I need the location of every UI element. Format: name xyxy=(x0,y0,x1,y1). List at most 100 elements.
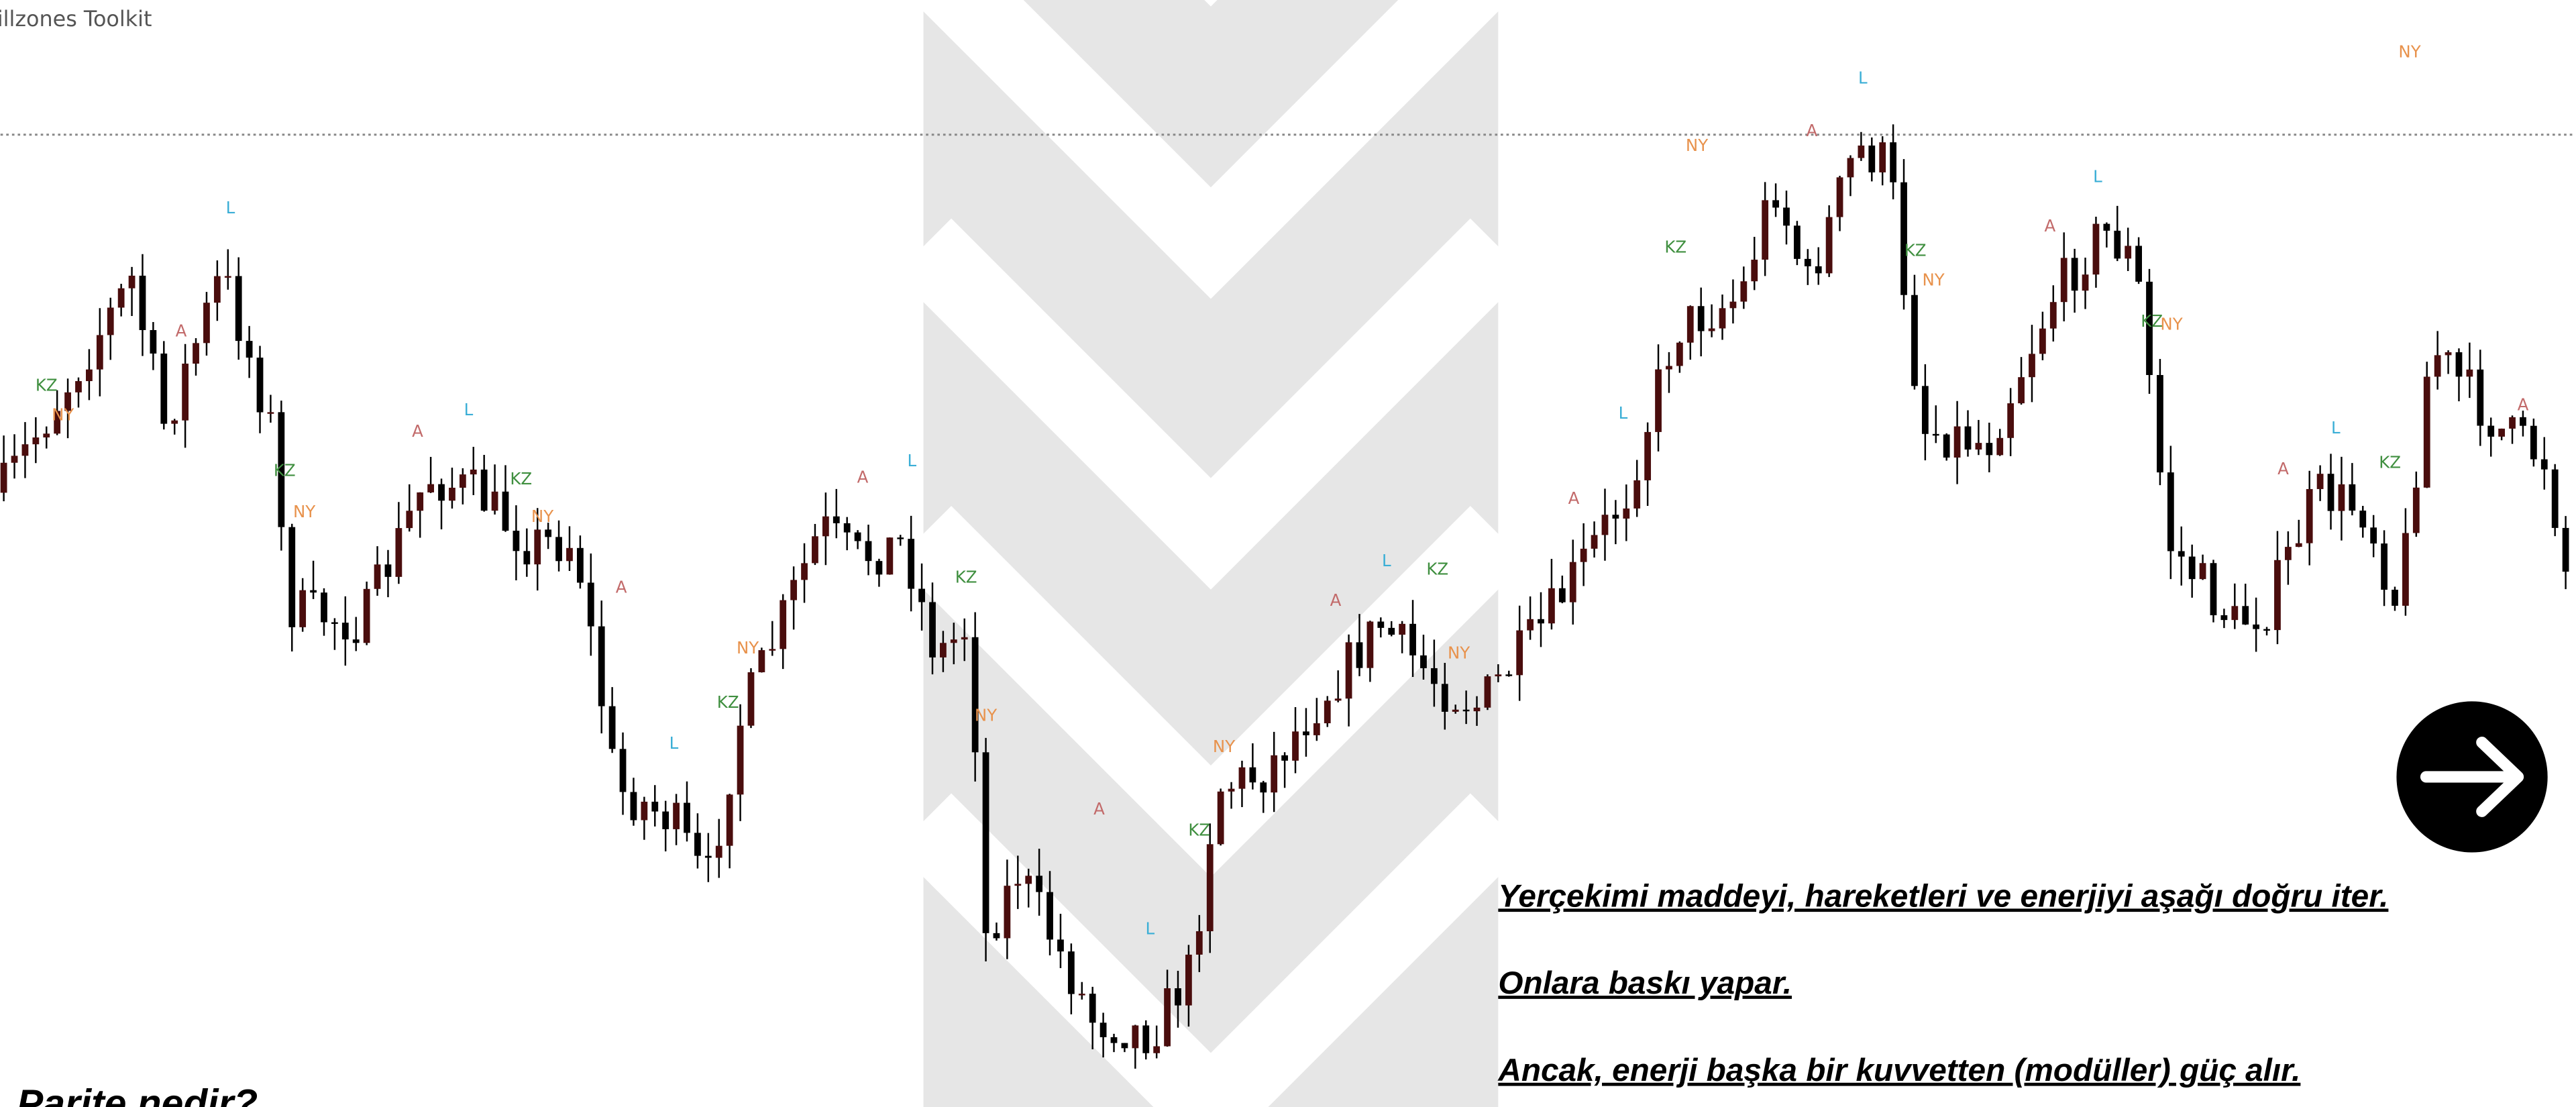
candle-body xyxy=(43,433,50,437)
session-marker: NY xyxy=(1213,737,1235,756)
candle-body xyxy=(2317,474,2324,489)
candle-body xyxy=(2563,528,2569,572)
candle-body xyxy=(2135,246,2142,281)
candle-body xyxy=(790,580,797,600)
candle-body xyxy=(1004,886,1010,938)
session-marker: KZ xyxy=(2141,311,2163,331)
session-marker: KZ xyxy=(955,568,977,587)
candle-body xyxy=(1324,700,1331,723)
candle-body xyxy=(1954,427,1961,458)
candle-body xyxy=(2082,274,2089,291)
candle-body xyxy=(2210,563,2217,615)
candle-body xyxy=(1644,432,1651,480)
session-marker: NY xyxy=(1922,270,1944,290)
candle-body xyxy=(1516,631,1523,676)
candle-body xyxy=(2093,224,2100,275)
candle-body xyxy=(1805,259,1811,266)
session-marker: L xyxy=(464,400,474,419)
session-marker: L xyxy=(1382,551,1391,570)
candle-body xyxy=(1687,306,1694,342)
candle-body xyxy=(1591,535,1598,548)
screenshot: LAKZNYKZNYALKZNYALKZNYALKZNYALKZNYALKZNY… xyxy=(0,0,2576,1107)
candle-body xyxy=(160,354,167,424)
candle-body xyxy=(268,412,274,413)
candle-body xyxy=(2007,403,2014,438)
candle-body xyxy=(2498,429,2505,437)
candle-body xyxy=(1676,343,1683,366)
candle-body xyxy=(727,794,733,845)
session-marker: NY xyxy=(1448,643,1470,662)
candle-body xyxy=(2167,472,2174,551)
session-marker: KZ xyxy=(274,461,296,480)
candle-body xyxy=(417,492,423,511)
candle-body xyxy=(2339,484,2345,511)
candle-body xyxy=(1367,621,1374,668)
candle-body xyxy=(588,582,594,626)
candle-body xyxy=(1794,225,1801,259)
session-marker: KZ xyxy=(717,692,739,712)
candle-body xyxy=(2370,527,2377,543)
session-marker: L xyxy=(1146,919,1155,939)
session-marker: NY xyxy=(737,638,759,657)
candle-body xyxy=(1612,515,1619,519)
session-marker: KZ xyxy=(36,375,58,394)
session-marker: A xyxy=(1330,590,1342,610)
session-marker: A xyxy=(2277,459,2289,478)
candle-body xyxy=(1527,619,1534,631)
candle-body xyxy=(1111,1037,1118,1043)
session-marker: NY xyxy=(975,705,997,725)
session-marker: KZ xyxy=(1904,241,1927,260)
session-marker: NY xyxy=(1686,136,1708,155)
candle-body xyxy=(694,833,701,855)
candle-body xyxy=(2103,224,2110,231)
candle-body xyxy=(438,484,445,501)
candle-body xyxy=(214,276,221,303)
candle-body xyxy=(1890,142,1896,182)
candle-body xyxy=(1570,562,1576,602)
candle-body xyxy=(1313,723,1320,735)
candle-body xyxy=(1249,768,1256,782)
candle-body xyxy=(1185,955,1192,1006)
session-marker: A xyxy=(1807,121,1818,140)
candle-body xyxy=(1826,217,1833,274)
paragraph-line: Yerçekimi maddeyi, hareketleri ve enerji… xyxy=(1498,878,2388,914)
candle-body xyxy=(1132,1025,1138,1048)
candle-body xyxy=(1036,876,1042,892)
candle-body xyxy=(171,421,178,424)
session-marker: L xyxy=(226,198,235,217)
candle-body xyxy=(257,358,264,412)
candle-body xyxy=(961,637,968,639)
candle-body xyxy=(2114,231,2121,259)
candle-body xyxy=(2509,417,2516,429)
candle-body xyxy=(1762,200,1768,260)
session-marker: A xyxy=(1093,799,1105,819)
candle-body xyxy=(97,335,103,369)
session-marker: KZ xyxy=(1664,238,1686,257)
candle-body xyxy=(2274,560,2281,630)
next-button[interactable] xyxy=(2396,701,2547,852)
candle-body xyxy=(427,484,434,492)
candle-body xyxy=(2285,547,2292,560)
candle-body xyxy=(246,341,253,358)
candle-body xyxy=(2359,511,2366,527)
candle-body xyxy=(235,276,242,341)
candle-body xyxy=(460,474,466,488)
candle-body xyxy=(2349,484,2355,511)
candle-body xyxy=(118,288,125,308)
candle-body xyxy=(1303,731,1309,735)
paragraph-line: Ancak, enerji başka bir kuvvetten (modül… xyxy=(1497,1053,2300,1088)
candle-body xyxy=(1933,434,1939,435)
candle-body xyxy=(1057,939,1064,951)
session-marker: NY xyxy=(293,502,315,521)
candle-body xyxy=(2242,606,2249,625)
session-marker: KZ xyxy=(1188,821,1210,840)
candle-body xyxy=(609,706,616,749)
candle-body xyxy=(1730,302,1737,309)
candle-body xyxy=(1463,710,1470,711)
candle-body xyxy=(1623,509,1629,519)
candle-body xyxy=(1068,951,1075,994)
candle-body xyxy=(897,537,904,539)
candle-body xyxy=(86,370,93,381)
session-marker: NY xyxy=(2398,42,2420,61)
session-marker: L xyxy=(908,451,917,470)
